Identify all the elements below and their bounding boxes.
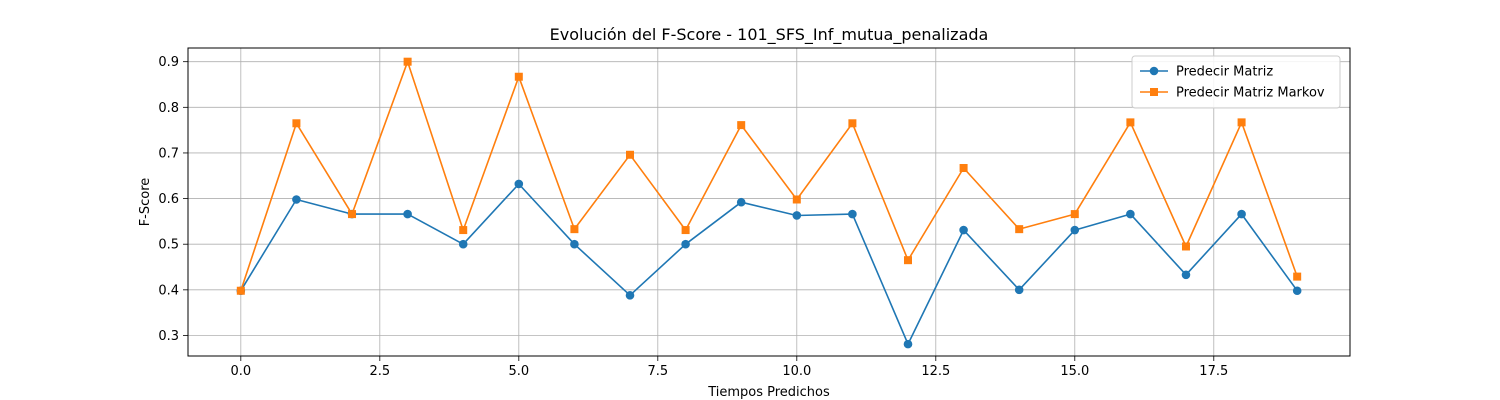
series-2 [236, 57, 1302, 295]
data-point [292, 195, 301, 204]
data-point [1237, 118, 1246, 127]
data-point [348, 210, 357, 219]
data-point [959, 225, 968, 235]
data-point [736, 197, 746, 207]
data-point [292, 119, 301, 128]
x-tick-label: 0.0 [230, 364, 251, 379]
data-point [570, 225, 579, 234]
data-point [903, 339, 913, 349]
data-point [681, 239, 690, 249]
x-tick-label: 12.5 [921, 364, 950, 379]
y-tick-label: 0.6 [158, 192, 179, 207]
data-point [1070, 210, 1079, 219]
chart-title: Evolución del F-Score - 101_SFS_Inf_mutu… [550, 25, 989, 45]
data-point [1292, 286, 1302, 296]
plot-frame [187, 47, 1351, 357]
x-tick-label: 17.5 [1199, 364, 1228, 379]
y-tick-label: 0.3 [158, 329, 179, 344]
data-point [959, 164, 968, 173]
data-point [626, 150, 635, 159]
legend-marker [1150, 88, 1158, 96]
y-tick-label: 0.9 [158, 55, 179, 70]
data-point [792, 211, 802, 220]
data-point [514, 179, 524, 189]
x-axis-title: Tiempos Predichos [707, 385, 830, 400]
data-point [1237, 209, 1246, 219]
data-point [792, 195, 801, 204]
data-point [903, 256, 912, 265]
data-point [570, 239, 579, 249]
legend-item: Predecir Matriz Markov [1140, 86, 1325, 101]
data-point [1181, 270, 1191, 280]
data-point [1070, 225, 1080, 235]
data-point [681, 226, 690, 235]
data-point [1126, 118, 1135, 127]
x-tick-label: 15.0 [1060, 364, 1089, 379]
data-point [458, 239, 468, 249]
x-tick-label: 10.0 [782, 364, 811, 379]
legend: Predecir Matriz Predecir Matriz Markov [1131, 55, 1341, 109]
data-point [1015, 225, 1024, 234]
data-point [403, 209, 412, 219]
series-line [240, 60, 1298, 291]
series-line [240, 183, 1298, 345]
data-point [848, 119, 857, 128]
legend-box [1131, 55, 1341, 109]
data-point [625, 291, 635, 300]
legend-marker [1149, 66, 1159, 76]
legend-item: Predecir Matriz [1140, 65, 1273, 80]
data-point [1014, 285, 1024, 295]
ticks: 0.0 2.5 5.0 7.5 10.0 12.5 15.0 17.5 0.3 0.4 0.5 0.6… [158, 55, 1228, 379]
series-layer [236, 57, 1302, 349]
data-point [236, 286, 245, 295]
y-tick-label: 0.8 [158, 101, 179, 116]
data-point [848, 209, 857, 219]
y-tick-label: 0.5 [158, 238, 179, 253]
data-point [1181, 242, 1190, 251]
legend-label: Predecir Matriz Markov [1176, 86, 1325, 101]
y-axis-title: F-Score [138, 178, 153, 227]
y-tick-label: 0.7 [158, 146, 179, 161]
x-tick-label: 5.0 [508, 364, 529, 379]
data-point [737, 121, 746, 130]
x-tick-label: 2.5 [369, 364, 390, 379]
x-tick-label: 7.5 [647, 364, 668, 379]
data-point [403, 57, 412, 66]
data-point [459, 226, 468, 235]
data-point [1126, 209, 1135, 219]
data-point [1293, 272, 1302, 281]
data-point [514, 72, 523, 81]
y-tick-label: 0.4 [158, 283, 179, 298]
legend-label: Predecir Matriz [1176, 65, 1273, 80]
